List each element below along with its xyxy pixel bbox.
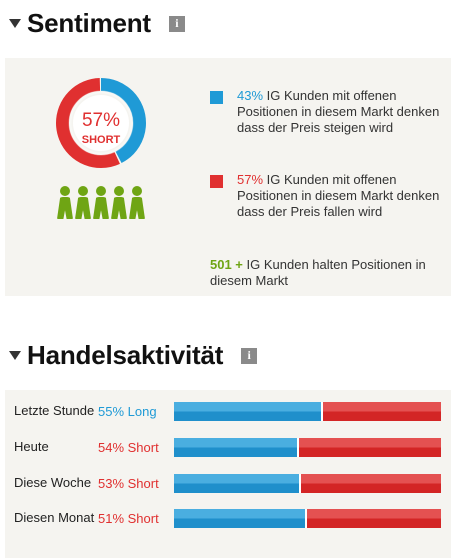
- person-icon: [111, 186, 127, 220]
- clients-count-text: 501 + IG Kunden halten Positionen in die…: [210, 257, 445, 289]
- activity-bar-long: [174, 402, 321, 421]
- activity-bar-short: [301, 474, 441, 493]
- activity-row-label: Diesen Monat: [14, 510, 95, 525]
- info-icon[interactable]: i: [241, 347, 258, 364]
- donut-slice-long: [56, 78, 146, 168]
- activity-panel: Letzte Stunde 55% Long Heute 54% Short Diese…: [5, 390, 451, 558]
- long-square-icon: [210, 91, 223, 104]
- activity-row-label: Heute: [14, 439, 49, 454]
- activity-row-label: Letzte Stunde: [14, 403, 95, 418]
- activity-bar-short: [298, 438, 441, 457]
- person-icon: [57, 186, 73, 220]
- info-icon[interactable]: i: [168, 15, 185, 32]
- legend-long-pct: 43%: [237, 88, 264, 103]
- legend-short: 57% IG Kunden mit offenen Positionen in …: [210, 172, 452, 220]
- sentiment-donut-chart: [56, 78, 146, 168]
- sentiment-title: Sentiment: [27, 8, 151, 38]
- activity-bar: [174, 402, 441, 421]
- clients-text: IG Kunden halten Positionen in diesem Ma…: [210, 257, 426, 288]
- activity-row-value: 54% Short: [98, 440, 159, 455]
- collapse-caret-icon[interactable]: [9, 351, 21, 360]
- collapse-caret-icon[interactable]: [9, 19, 21, 28]
- legend-short-text: IG Kunden mit offenen Positionen in dies…: [237, 172, 440, 219]
- donut-inner-ring: [68, 90, 134, 156]
- activity-bar-short: [306, 509, 441, 528]
- donut-center-value: 57%: [81, 110, 121, 131]
- legend-long: 43% IG Kunden mit offenen Positionen in …: [210, 88, 452, 136]
- person-icon: [75, 186, 91, 220]
- activity-row-value: 55% Long: [98, 404, 157, 419]
- clients-people-icon: [57, 186, 145, 220]
- activity-row-value: 53% Short: [98, 476, 159, 491]
- activity-bar: [174, 474, 441, 493]
- activity-title: Handelsaktivität: [27, 340, 224, 370]
- activity-bar: [174, 509, 441, 528]
- activity-bar: [174, 438, 441, 457]
- person-icon: [93, 186, 109, 220]
- activity-row-value: 51% Short: [98, 511, 159, 526]
- activity-bar-long: [174, 438, 297, 457]
- donut-slice-short: [56, 78, 146, 168]
- activity-bar-long: [174, 509, 305, 528]
- donut-center-label: SHORT: [81, 134, 121, 146]
- activity-bar-short: [322, 402, 441, 421]
- activity-bar-long: [174, 474, 300, 493]
- donut-center: [73, 95, 129, 151]
- activity-row-label: Diese Woche: [14, 475, 92, 490]
- short-square-icon: [210, 175, 223, 188]
- sentiment-header[interactable]: Sentiment i: [0, 8, 185, 39]
- sentiment-panel: 57% SHORT 43% IG Kunden mit offenen Posi…: [5, 58, 451, 296]
- clients-count: 501 +: [210, 257, 243, 272]
- legend-long-text: IG Kunden mit offenen Positionen in dies…: [237, 88, 440, 135]
- legend-short-pct: 57%: [237, 172, 264, 187]
- activity-header[interactable]: Handelsaktivität i: [0, 340, 258, 371]
- person-icon: [129, 186, 145, 220]
